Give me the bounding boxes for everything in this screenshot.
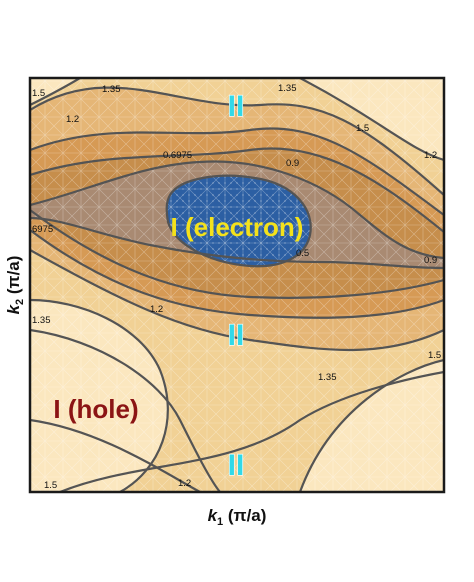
contour-1.35-bottom <box>59 370 444 492</box>
contour-label: 0.6975 <box>163 150 192 161</box>
region-label-ii: II <box>228 319 245 352</box>
contour-label: 0.9 <box>286 158 299 169</box>
contour-1.5-top-right <box>299 78 444 162</box>
contour-label: 0.5 <box>296 248 309 259</box>
y-axis-label: k2 (π/a) <box>4 256 26 315</box>
contour-1.2-bottom <box>30 418 201 492</box>
y-axis-sub: 2 <box>14 299 26 305</box>
contour-1.35-upper <box>30 86 444 196</box>
contour-label-layer: 1.5 1.35 1.35 1.2 1.5 0.6975 0.9 1.2 6975 0.5 0.9 1… <box>32 83 441 491</box>
contour-0.6975-lower <box>30 216 444 270</box>
contour-label: 1.5 <box>32 88 45 99</box>
contour-1.35-left <box>30 328 221 492</box>
contour-0.5 <box>165 174 312 268</box>
contour-label: 6975 <box>32 224 53 235</box>
region-label-ii: II <box>228 449 245 482</box>
contour-line-layer <box>30 78 444 492</box>
x-axis-unit: (π/a) <box>223 506 266 525</box>
x-axis-sub: 1 <box>217 516 223 528</box>
contour-0.9-lower <box>30 209 444 299</box>
contour-0.6975-upper <box>30 160 444 260</box>
contour-label: 1.35 <box>32 315 51 326</box>
contour-label: 1.5 <box>44 480 57 491</box>
plot-frame <box>28 76 446 494</box>
contour-label: 1.5 <box>356 123 369 134</box>
contour-1.5-bottom-right <box>298 358 444 492</box>
y-axis-var: k <box>4 303 23 314</box>
contour-label: 1.2 <box>66 114 79 125</box>
contour-1.5-top-left <box>30 78 81 106</box>
x-axis-label: k1 (π/a) <box>208 506 267 528</box>
plot-area <box>30 78 444 492</box>
contour-label: 1.35 <box>102 84 121 95</box>
x-axis-var: k <box>208 506 219 525</box>
contour-1.35-lower <box>30 249 444 352</box>
texture-overlay <box>30 78 444 492</box>
region-label-hole: I (hole) <box>53 394 138 424</box>
contour-1.2-lower <box>30 229 444 319</box>
contour-label: 1.2 <box>178 478 191 489</box>
contour-0.9-upper <box>30 147 444 233</box>
contour-label: 1.2 <box>150 304 163 315</box>
contour-label: 1.35 <box>318 372 337 383</box>
region-label-electron: I (electron) <box>171 212 304 242</box>
contour-label: 1.2 <box>424 150 437 161</box>
region-label-layer: II I (electron) II I (hole) II <box>53 89 304 482</box>
y-axis-unit: (π/a) <box>4 256 23 299</box>
contour-label: 0.9 <box>424 255 437 266</box>
contour-label: 1.35 <box>278 83 297 94</box>
contour-1.2-upper <box>30 127 444 216</box>
region-label-ii: II <box>228 90 245 123</box>
contour-label: 1.5 <box>428 350 441 361</box>
